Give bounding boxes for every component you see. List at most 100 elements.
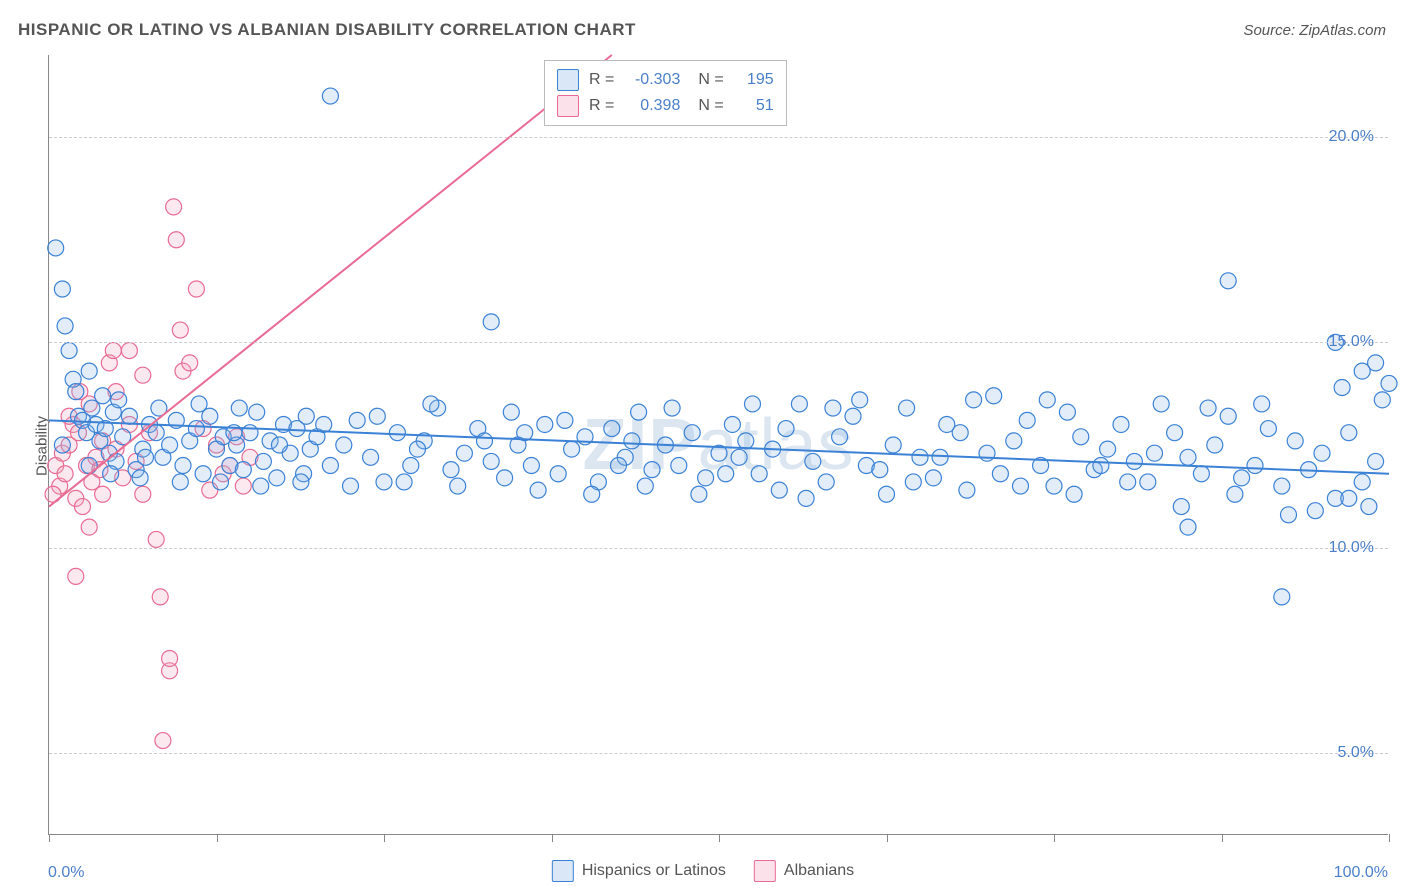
legend-item: Albanians	[754, 860, 854, 882]
scatter-point-hispanic	[271, 437, 287, 453]
stats-r-value: -0.303	[624, 71, 680, 89]
scatter-point-hispanic	[1073, 429, 1089, 445]
scatter-point-hispanic	[798, 490, 814, 506]
scatter-point-hispanic	[1220, 408, 1236, 424]
scatter-point-hispanic	[1368, 355, 1384, 371]
scatter-point-hispanic	[249, 404, 265, 420]
scatter-point-albanian	[105, 343, 121, 359]
scatter-point-hispanic	[986, 388, 1002, 404]
legend-item: Hispanics or Latinos	[552, 860, 726, 882]
scatter-point-hispanic	[751, 466, 767, 482]
scatter-point-hispanic	[1180, 519, 1196, 535]
scatter-point-hispanic	[322, 88, 338, 104]
scatter-point-hispanic	[624, 433, 640, 449]
scatter-point-hispanic	[905, 474, 921, 490]
stats-n-label: N =	[698, 97, 723, 115]
scatter-point-hispanic	[191, 396, 207, 412]
scatter-point-hispanic	[403, 458, 419, 474]
scatter-point-hispanic	[1341, 425, 1357, 441]
scatter-point-hispanic	[54, 281, 70, 297]
scatter-point-hispanic	[231, 400, 247, 416]
scatter-point-hispanic	[691, 486, 707, 502]
chart-title: HISPANIC OR LATINO VS ALBANIAN DISABILIT…	[18, 20, 636, 40]
scatter-point-hispanic	[932, 449, 948, 465]
scatter-point-hispanic	[925, 470, 941, 486]
scatter-point-hispanic	[137, 449, 153, 465]
legend-label: Hispanics or Latinos	[582, 862, 726, 880]
scatter-point-hispanic	[959, 482, 975, 498]
scatter-point-hispanic	[818, 474, 834, 490]
scatter-point-hispanic	[832, 429, 848, 445]
scatter-point-albanian	[95, 486, 111, 502]
scatter-point-hispanic	[57, 318, 73, 334]
scatter-point-hispanic	[483, 314, 499, 330]
scatter-point-hispanic	[188, 421, 204, 437]
scatter-point-hispanic	[1200, 400, 1216, 416]
scatter-point-hispanic	[483, 453, 499, 469]
scatter-point-albanian	[135, 367, 151, 383]
stats-row: R =-0.303N =195	[557, 67, 774, 93]
scatter-point-hispanic	[443, 462, 459, 478]
scatter-point-hispanic	[604, 421, 620, 437]
scatter-point-hispanic	[791, 396, 807, 412]
scatter-point-hispanic	[1341, 490, 1357, 506]
scatter-point-hispanic	[825, 400, 841, 416]
scatter-point-hispanic	[298, 408, 314, 424]
grid-line	[49, 342, 1388, 343]
scatter-point-hispanic	[550, 466, 566, 482]
scatter-point-hispanic	[778, 421, 794, 437]
scatter-point-hispanic	[503, 404, 519, 420]
scatter-point-hispanic	[423, 396, 439, 412]
scatter-point-hispanic	[253, 478, 269, 494]
x-tick	[1054, 834, 1055, 842]
scatter-point-hispanic	[644, 462, 660, 478]
x-tick	[1389, 834, 1390, 842]
x-tick	[552, 834, 553, 842]
scatter-point-albanian	[135, 486, 151, 502]
scatter-point-hispanic	[771, 482, 787, 498]
grid-line	[49, 137, 1388, 138]
scatter-point-hispanic	[805, 453, 821, 469]
scatter-point-hispanic	[738, 433, 754, 449]
scatter-point-hispanic	[81, 363, 97, 379]
scatter-point-hispanic	[1260, 421, 1276, 437]
scatter-point-hispanic	[1113, 416, 1129, 432]
scatter-point-hispanic	[523, 458, 539, 474]
stats-n-value: 51	[734, 97, 774, 115]
scatter-point-hispanic	[1314, 445, 1330, 461]
scatter-point-hispanic	[1147, 445, 1163, 461]
scatter-point-hispanic	[68, 384, 84, 400]
scatter-point-hispanic	[1173, 499, 1189, 515]
scatter-point-hispanic	[852, 392, 868, 408]
x-tick	[384, 834, 385, 842]
scatter-point-hispanic	[885, 437, 901, 453]
source-attribution: Source: ZipAtlas.com	[1243, 22, 1386, 39]
scatter-point-hispanic	[195, 466, 211, 482]
scatter-point-hispanic	[1207, 437, 1223, 453]
scatter-point-albanian	[172, 322, 188, 338]
scatter-point-hispanic	[1153, 396, 1169, 412]
scatter-point-hispanic	[745, 396, 761, 412]
scatter-point-hispanic	[637, 478, 653, 494]
scatter-point-albanian	[166, 199, 182, 215]
scatter-point-hispanic	[54, 437, 70, 453]
stats-n-label: N =	[698, 71, 723, 89]
scatter-point-hispanic	[235, 462, 251, 478]
scatter-point-hispanic	[698, 470, 714, 486]
scatter-point-hispanic	[684, 425, 700, 441]
scatter-point-hispanic	[966, 392, 982, 408]
scatter-point-hispanic	[1013, 478, 1029, 494]
scatter-point-hispanic	[1180, 449, 1196, 465]
scatter-point-albanian	[152, 589, 168, 605]
scatter-point-hispanic	[1234, 470, 1250, 486]
scatter-point-hispanic	[1281, 507, 1297, 523]
scatter-point-hispanic	[242, 425, 258, 441]
scatter-point-hispanic	[369, 408, 385, 424]
scatter-point-hispanic	[316, 416, 332, 432]
scatter-point-albanian	[162, 650, 178, 666]
scatter-point-hispanic	[899, 400, 915, 416]
x-tick	[719, 834, 720, 842]
scatter-point-hispanic	[992, 466, 1008, 482]
scatter-point-hispanic	[1361, 499, 1377, 515]
scatter-point-albanian	[68, 568, 84, 584]
